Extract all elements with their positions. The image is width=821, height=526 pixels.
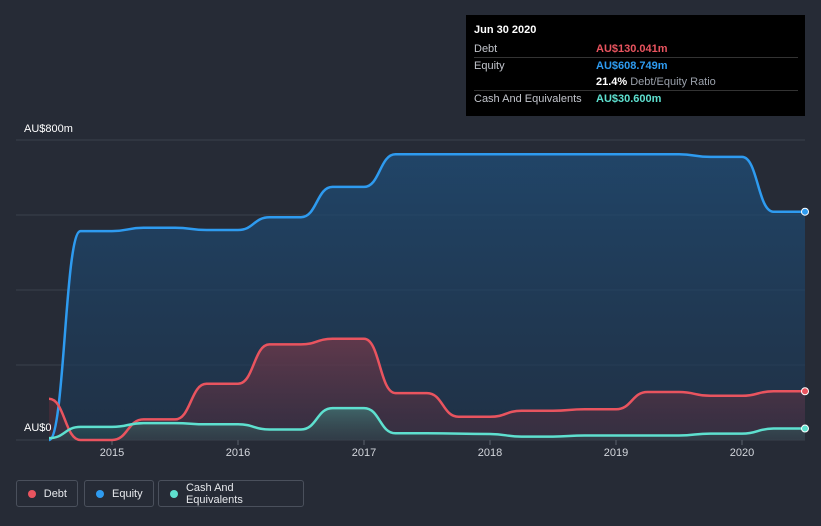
debt-area [49, 338, 805, 440]
cash-area [49, 408, 805, 440]
tooltip-debt-row: Debt AU$130.041m [474, 41, 798, 57]
cash-end-marker [801, 424, 809, 433]
equity-end-marker [801, 207, 809, 216]
tooltip-panel: Jun 30 2020 Debt AU$130.041m Equity AU$6… [466, 15, 805, 116]
x-tick-label-2019: 2019 [603, 447, 629, 459]
x-tick-label-2016: 2016 [225, 447, 251, 459]
tooltip-ratio-label: Debt/Equity Ratio [630, 76, 716, 88]
tooltip-ratio-value: 21.4% [596, 76, 628, 88]
x-tick-label-2017: 2017 [351, 447, 377, 459]
tooltip-equity-row: Equity AU$608.749m [474, 57, 798, 74]
equity-area [49, 154, 805, 441]
debt-dot-icon [28, 489, 36, 498]
x-tick-label-2020: 2020 [729, 447, 755, 459]
legend-item-cash[interactable]: Cash And Equivalents [158, 480, 304, 507]
debt-line [48, 337, 805, 442]
series-end-markers [801, 207, 809, 433]
legend-cash-label: Cash And Equivalents [185, 481, 243, 506]
legend-debt-label: Debt [43, 487, 67, 500]
tooltip-date: Jun 30 2020 [474, 24, 537, 36]
x-tick-label-2015: 2015 [99, 447, 125, 459]
x-tick-label-2018: 2018 [477, 447, 503, 459]
series-lines [47, 153, 805, 442]
cash-dot-icon [170, 489, 178, 498]
tooltip-cash-value: AU$30.600m [596, 93, 662, 105]
tooltip-cash-row: Cash And Equivalents AU$30.600m [474, 90, 798, 107]
y-axis-bottom-label: AU$0 [24, 422, 52, 434]
legend-equity-label: Equity [112, 487, 143, 500]
legend-item-equity[interactable]: Equity [84, 480, 154, 507]
tooltip-ratio-row: 21.4% Debt/Equity Ratio [474, 74, 798, 90]
tooltip-debt-label: Debt [474, 43, 498, 55]
series-areas [49, 154, 805, 441]
tooltip-cash-label: Cash And Equivalents [474, 93, 582, 105]
equity-line [47, 153, 805, 442]
equity-dot-icon [96, 489, 104, 498]
debt-end-marker [801, 387, 809, 396]
tooltip-debt-value: AU$130.041m [596, 43, 668, 55]
y-axis-top-label: AU$800m [24, 123, 73, 135]
tooltip-equity-value: AU$608.749m [596, 60, 668, 72]
tooltip-equity-label: Equity [474, 60, 505, 72]
legend-item-debt[interactable]: Debt [16, 480, 78, 507]
cash-line [48, 406, 805, 440]
